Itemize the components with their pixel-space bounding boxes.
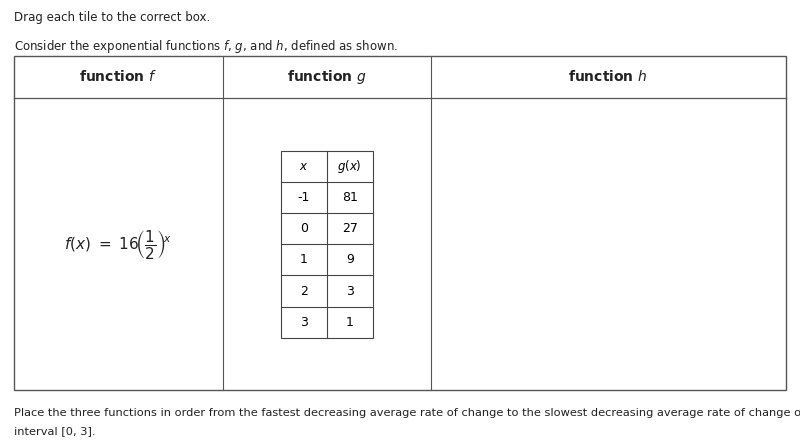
Text: $x$: $x$ bbox=[299, 160, 309, 173]
Text: 3: 3 bbox=[300, 316, 308, 329]
Text: 2: 2 bbox=[300, 285, 308, 297]
Text: $y$: $y$ bbox=[614, 107, 622, 119]
Text: 81: 81 bbox=[342, 191, 358, 204]
Text: 1: 1 bbox=[300, 253, 308, 266]
Text: Drag each tile to the correct box.: Drag each tile to the correct box. bbox=[14, 11, 210, 24]
Text: 0: 0 bbox=[300, 222, 308, 235]
Text: Place the three functions in order from the fastest decreasing average rate of c: Place the three functions in order from … bbox=[14, 408, 800, 418]
Text: $g(x)$: $g(x)$ bbox=[338, 157, 362, 175]
Text: Consider the exponential functions $f$, $g$, and $h$, defined as shown.: Consider the exponential functions $f$, … bbox=[14, 38, 398, 55]
Text: function $g$: function $g$ bbox=[286, 68, 366, 86]
Text: $f(x)\ =\ 16\!\left(\dfrac{1}{2}\right)^{\!x}$: $f(x)\ =\ 16\!\left(\dfrac{1}{2}\right)^… bbox=[64, 228, 173, 260]
Text: 1: 1 bbox=[346, 316, 354, 329]
Text: 3: 3 bbox=[346, 285, 354, 297]
Text: $h$: $h$ bbox=[616, 110, 624, 122]
Text: function $f$: function $f$ bbox=[79, 70, 158, 84]
Text: 27: 27 bbox=[342, 222, 358, 235]
Text: $x$: $x$ bbox=[767, 227, 776, 237]
Text: function $h$: function $h$ bbox=[569, 70, 648, 84]
Text: -1: -1 bbox=[298, 191, 310, 204]
Text: 9: 9 bbox=[346, 253, 354, 266]
Text: interval [0, 3].: interval [0, 3]. bbox=[14, 426, 96, 436]
